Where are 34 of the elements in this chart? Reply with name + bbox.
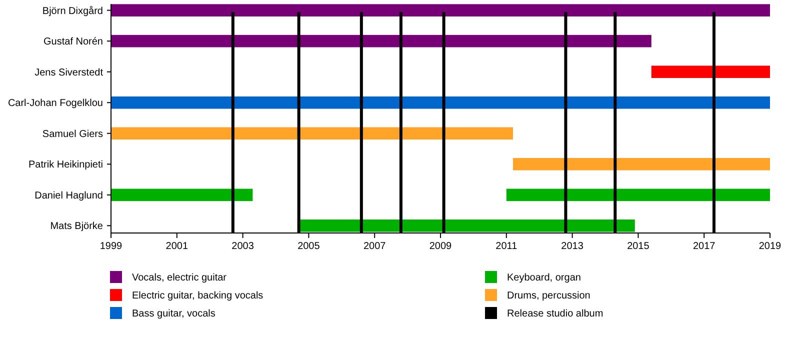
- legend-label: Keyboard, organ: [507, 272, 581, 284]
- y-tick-label: Patrik Heikinpieti: [28, 160, 103, 171]
- x-tick-label: 2005: [298, 241, 320, 252]
- legend-label: Bass guitar, vocals: [132, 308, 216, 320]
- bar: [651, 66, 770, 78]
- legend-label: Release studio album: [507, 308, 604, 320]
- y-tick-label: Gustaf Norén: [44, 36, 103, 48]
- bar: [111, 127, 513, 140]
- legend-label: Vocals, electric guitar: [132, 272, 228, 284]
- y-tick-label: Björn Dixgård: [42, 4, 103, 17]
- legend-label: Electric guitar, backing vocals: [132, 290, 264, 302]
- y-tick-label: Mats Björke: [50, 221, 104, 232]
- x-tick-label: 2015: [627, 241, 650, 252]
- x-tick-label: 2017: [692, 241, 716, 252]
- x-tick-label: 2003: [232, 241, 254, 252]
- bar: [298, 220, 635, 232]
- legend-label: Drums, percussion: [507, 290, 590, 302]
- y-tick-label: Daniel Haglund: [34, 190, 103, 202]
- bar: [111, 188, 253, 202]
- x-tick-label: 2011: [496, 241, 518, 252]
- y-tick-label: Samuel Giers: [42, 128, 103, 140]
- x-tick-label: 2009: [429, 241, 452, 252]
- x-tick-label: 2013: [561, 241, 584, 252]
- x-tick-label: 2001: [166, 241, 188, 252]
- x-tick-label: 1999: [100, 241, 123, 252]
- bar: [111, 34, 652, 48]
- x-tick-label: 2019: [758, 241, 782, 252]
- bar: [512, 158, 770, 170]
- bar: [111, 96, 770, 109]
- y-tick-label: Carl-Johan Fogelklou: [8, 98, 103, 110]
- x-tick-label: 2007: [363, 241, 386, 252]
- bar: [506, 188, 770, 202]
- y-tick-label: Jens Siverstedt: [34, 67, 104, 78]
- bar: [111, 4, 770, 16]
